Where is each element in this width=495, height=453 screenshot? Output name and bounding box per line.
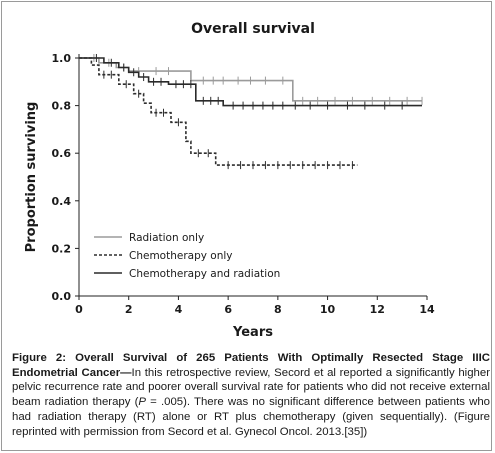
legend-label: Chemotherapy and radiation [129,268,280,280]
x-tick-label: 4 [175,303,183,316]
chart-svg: Overall survival 0 2 4 6 8 10 12 14 0.0 0.2 0.4 0.6 0… [24,21,435,340]
x-tick-label: 0 [75,303,83,316]
legend-label: Chemotherapy only [129,250,233,262]
x-tick-label: 6 [224,303,232,316]
legend-label: Radiation only [129,232,204,244]
x-axis-label: Years [232,325,273,340]
caption-text-1: In this retrospective review, Secord et … [12,366,490,409]
caption-p-value: P [138,396,147,409]
y-tick-label: 0.0 [52,290,72,303]
y-axis-label: Proportion surviving [24,102,39,253]
x-tick-label: 10 [320,303,336,316]
y-tick-label: 0.6 [52,147,72,160]
caption-label: Figure 2: Overall Survival of 265 Patien… [12,352,490,379]
x-tick-label: 8 [274,303,282,316]
y-tick-label: 1.0 [52,52,72,65]
chart-title: Overall survival [191,21,315,37]
survival-chart: Overall survival 0 2 4 6 8 10 12 14 0.0 0.2 0.4 0.6 0… [2,2,495,347]
x-tick-label: 12 [370,303,385,316]
y-tick-label: 0.8 [52,100,72,113]
y-tick-label: 0.2 [52,242,72,255]
y-tick-label: 0.4 [52,195,72,208]
series-line-2 [79,57,358,166]
caption-text-2: = .005). There was no significant differ… [12,396,491,438]
x-tick-label: 2 [125,303,133,316]
x-tick-label: 14 [419,303,435,316]
figure-caption: Figure 2: Overall Survival of 265 Patien… [12,351,490,439]
